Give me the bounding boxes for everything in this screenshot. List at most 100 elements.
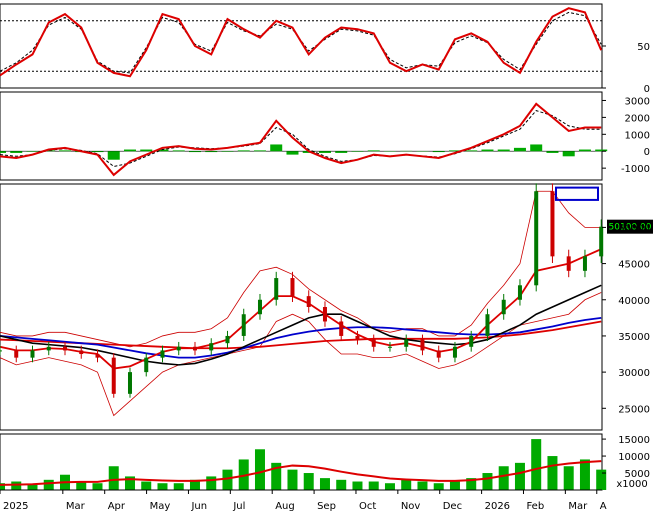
price-ma_fast-line bbox=[0, 248, 602, 370]
volume-ytick-label: 10000 bbox=[618, 452, 650, 463]
x-tick-label: Feb bbox=[526, 501, 544, 512]
volume-bar bbox=[271, 462, 282, 490]
volume-bar bbox=[319, 478, 330, 490]
price-candle-body bbox=[339, 321, 344, 336]
volume-bar bbox=[433, 483, 444, 490]
volume-bar bbox=[157, 483, 168, 490]
price-candle-body bbox=[517, 285, 522, 300]
volume-bar bbox=[547, 456, 558, 490]
price-candle-body bbox=[30, 350, 35, 358]
volume-bar bbox=[287, 469, 298, 490]
macd-signal-line bbox=[0, 110, 602, 167]
volume-bar bbox=[43, 479, 54, 490]
volume-bar bbox=[596, 469, 607, 490]
x-tick-label: Apr bbox=[108, 501, 126, 512]
price-candle-body bbox=[160, 350, 165, 358]
x-tick-label: 2026 bbox=[485, 501, 510, 512]
price-candle-body bbox=[241, 314, 246, 336]
last-price-label: 50100.00 bbox=[609, 223, 652, 233]
macd-hist-bar bbox=[107, 151, 120, 160]
macd-ytick-label: -1000 bbox=[621, 164, 650, 175]
price-ytick-label: 50000 bbox=[618, 223, 650, 234]
price-candle-body bbox=[95, 354, 100, 358]
price-band_upper-line bbox=[0, 190, 602, 348]
price-candle-body bbox=[420, 339, 425, 351]
macd-hist-bar bbox=[237, 150, 250, 152]
price-candle-body bbox=[290, 278, 295, 297]
volume-bar bbox=[27, 483, 38, 490]
macd-ytick-label: 3000 bbox=[625, 96, 650, 107]
macd-hist-bar bbox=[546, 151, 559, 153]
rsi-signal-line bbox=[0, 11, 602, 74]
volume-bar bbox=[384, 483, 395, 490]
macd-hist-bar bbox=[205, 151, 218, 153]
volume-bar bbox=[254, 449, 265, 490]
price-candle-body bbox=[599, 226, 604, 257]
macd-ytick-label: 1000 bbox=[625, 130, 650, 141]
macd-hist-bar bbox=[367, 150, 380, 152]
rsi-ytick-label: 0 bbox=[644, 84, 650, 95]
x-tick-label: A bbox=[600, 501, 607, 512]
macd-hist-bar bbox=[10, 151, 23, 153]
price-candle-body bbox=[371, 339, 376, 347]
macd-hist-bar bbox=[497, 149, 510, 152]
volume-bar bbox=[466, 478, 477, 490]
price-candle-body bbox=[485, 314, 490, 336]
macd-hist-bar bbox=[318, 151, 331, 153]
x-tick-label: Mar bbox=[568, 501, 588, 512]
macd-ytick-label: 0 bbox=[644, 147, 650, 158]
price-candle-body bbox=[355, 335, 360, 340]
volume-bar bbox=[531, 439, 542, 490]
volume-bar bbox=[206, 476, 217, 490]
macd-hist-bar bbox=[188, 151, 201, 153]
price-candle-body bbox=[322, 307, 327, 322]
volume-bar bbox=[189, 479, 200, 490]
macd-hist-bar bbox=[253, 150, 266, 152]
price-candle-body bbox=[534, 191, 539, 286]
macd-hist-bar bbox=[481, 149, 494, 152]
rsi-ytick-label: 50 bbox=[637, 42, 650, 53]
macd-hist-bar bbox=[0, 151, 6, 153]
panels: 0 50 -1000 0 1000 2000 3000 50100.00 25000 30000 3… bbox=[0, 3, 653, 491]
x-tick-label: Aug bbox=[275, 501, 295, 512]
macd-hist-bar bbox=[270, 144, 283, 152]
volume-bar bbox=[368, 481, 379, 490]
price-candle-body bbox=[257, 299, 262, 315]
macd-hist-bar bbox=[578, 149, 591, 152]
macd-hist-bar bbox=[562, 151, 575, 157]
price-highlight-box bbox=[555, 186, 599, 201]
price-candle-body bbox=[225, 335, 230, 344]
macd-hist-bar bbox=[513, 147, 526, 152]
volume-bar bbox=[514, 462, 525, 490]
volume-bar bbox=[222, 469, 233, 490]
x-tick-label: Dec bbox=[443, 501, 462, 512]
volume-bar bbox=[303, 473, 314, 490]
volume-bar bbox=[108, 466, 119, 490]
volume-bar bbox=[76, 481, 87, 490]
macd-hist-bar bbox=[465, 150, 478, 152]
price-band_lower-line bbox=[0, 292, 602, 417]
price-candle-body bbox=[452, 346, 457, 358]
macd-hist-bar bbox=[221, 151, 234, 152]
macd-hist-bar bbox=[335, 151, 348, 153]
volume-bar bbox=[417, 481, 428, 490]
x-tick-label: Jun bbox=[190, 501, 207, 512]
x-tick-label: 2025 bbox=[3, 501, 28, 512]
volume-ma-line bbox=[0, 460, 602, 486]
macd-hist-bar bbox=[26, 151, 39, 152]
macd-hist-bar bbox=[58, 150, 71, 152]
volume-bar bbox=[579, 459, 590, 490]
price-candle-body bbox=[501, 299, 506, 315]
x-tick-label: Sep bbox=[317, 501, 336, 512]
rsi-values-line bbox=[0, 7, 603, 78]
volume-ytick-label: 15000 bbox=[618, 435, 650, 446]
price-candle-body bbox=[0, 350, 2, 352]
price-candle-body bbox=[79, 350, 84, 355]
price-candle-body bbox=[14, 350, 19, 358]
volume-bar bbox=[141, 481, 152, 490]
x-tick-label: Nov bbox=[401, 501, 421, 512]
price-candle-body bbox=[469, 335, 474, 347]
x-tick-label: May bbox=[150, 501, 171, 512]
price-candle-body bbox=[404, 339, 409, 347]
macd-hist-bar bbox=[91, 151, 104, 153]
